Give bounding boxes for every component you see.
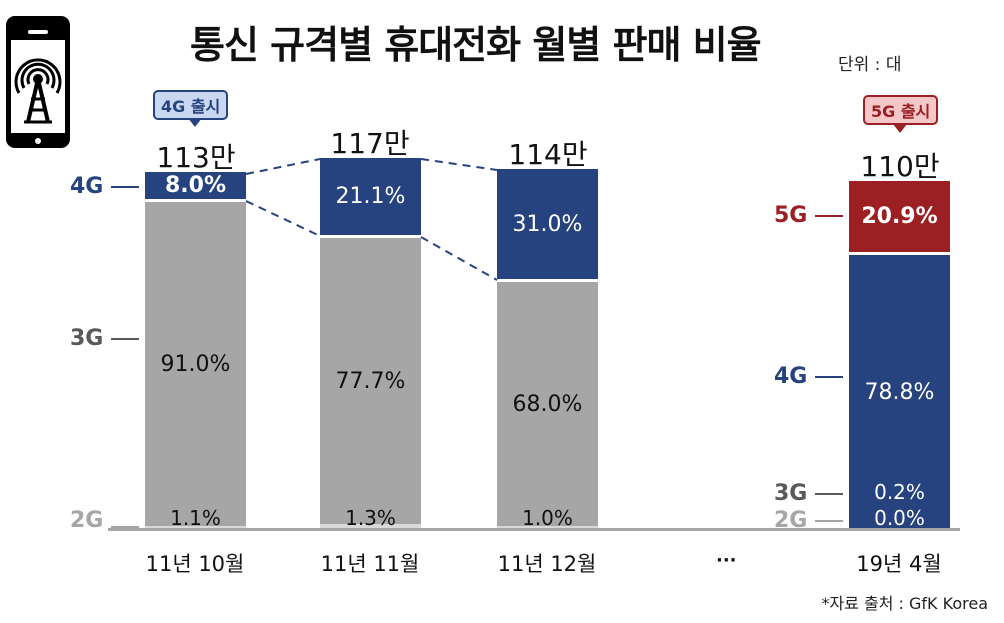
bar-11-11: 21.1% 77.7%: [320, 158, 421, 529]
bar-11-12: 31.0% 68.0%: [497, 169, 598, 529]
x-label: 11년 10월: [145, 552, 245, 576]
chart-title: 통신 규격별 휴대전화 월별 판매 비율: [190, 23, 762, 67]
segment-3g-label: 0.2%: [874, 480, 925, 504]
bar-11-10: 8.0% 91.0%: [145, 172, 246, 529]
segment-2g-label: 1.0%: [522, 506, 573, 530]
segment-3g: 77.7%: [320, 238, 421, 524]
x-label: 19년 4월: [856, 552, 942, 576]
segment-3g: 68.0%: [497, 282, 598, 526]
legend-right-4g: 4G: [774, 364, 844, 389]
legend-right-4g-label: 4G: [774, 364, 808, 389]
legend-left-4g-label: 4G: [70, 174, 104, 199]
legend-right-3g-label: 3G: [774, 481, 808, 506]
segment-4g: 31.0%: [497, 169, 598, 279]
x-label: 11년 12월: [497, 552, 597, 576]
bar-total: 113만: [156, 141, 236, 174]
launch-5g-badge: 5G 출시: [863, 95, 939, 125]
ellipsis: ···: [716, 550, 737, 571]
legend-left-3g: 3G: [70, 326, 140, 351]
bar-19-04: 20.9% 78.8%: [849, 181, 950, 529]
legend-left-4g: 4G: [70, 174, 140, 199]
launch-4g-badge: 4G 출시: [153, 90, 229, 120]
segment-2g: [497, 526, 598, 529]
legend-left-2g-label: 2G: [70, 508, 104, 533]
legend-right-2g-label: 2G: [774, 508, 808, 533]
segment-2g: [145, 526, 246, 529]
legend-right-5g: 5G: [774, 203, 844, 228]
legend-right-5g-label: 5G: [774, 203, 808, 228]
source-note: *자료 출처 : GfK Korea: [821, 594, 989, 613]
legend-right-3g: 3G: [774, 481, 844, 506]
segment-4g: 21.1%: [320, 158, 421, 235]
launch-4g-pointer: [188, 118, 202, 127]
x-label: 11년 11월: [320, 552, 420, 576]
segment-2g-label: 1.1%: [170, 506, 221, 530]
segment-4g: 78.8%: [849, 255, 950, 529]
launch-5g-pointer: [893, 124, 907, 133]
phone-antenna-icon: [6, 16, 70, 148]
bar-total: 114만: [508, 138, 588, 171]
segment-5g: 20.9%: [849, 181, 950, 252]
bar-total: 117만: [330, 127, 410, 160]
legend-right-2g: 2G: [774, 508, 844, 533]
x-axis-baseline: [108, 528, 960, 531]
segment-2g: [320, 524, 421, 529]
segment-2g-label: 1.3%: [345, 506, 396, 530]
legend-left-2g: 2G: [70, 508, 140, 533]
legend-left-3g-label: 3G: [70, 326, 104, 351]
segment-2g-label: 0.0%: [874, 506, 925, 530]
bar-total: 110만: [860, 150, 940, 183]
unit-label: 단위 : 대: [838, 55, 902, 75]
segment-4g: 8.0%: [145, 172, 246, 199]
segment-3g: 91.0%: [145, 202, 246, 526]
